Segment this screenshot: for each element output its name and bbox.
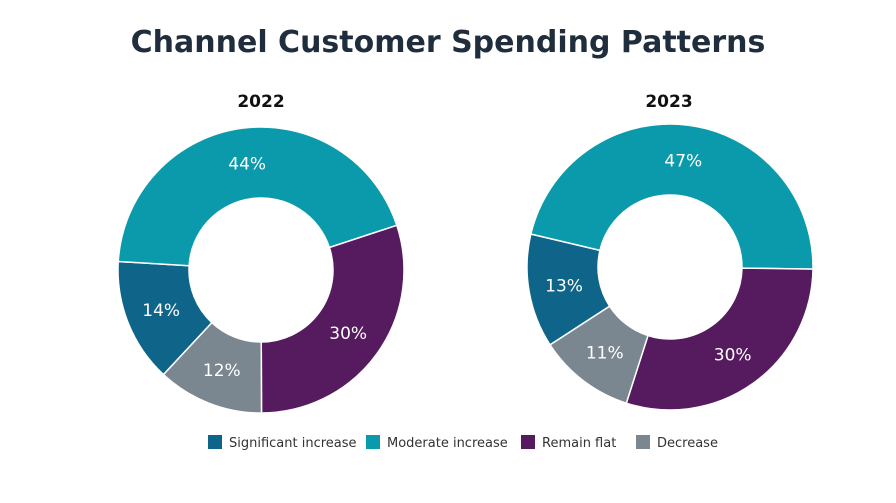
legend-swatch-significant-increase (208, 435, 222, 449)
legend-label-remain-flat: Remain flat (542, 436, 616, 451)
chart-title: Channel Customer Spending Patterns (131, 25, 766, 60)
slice-label-2023-moderate-increase: 47% (664, 151, 702, 171)
slice-label-2023-decrease: 11% (586, 343, 624, 363)
slice-label-2022-moderate-increase: 44% (228, 154, 266, 174)
year-label-2023: 2023 (645, 92, 692, 112)
slice-2022-remain-flat (260, 224, 405, 414)
legend-swatch-moderate-increase (366, 435, 380, 449)
legend-label-moderate-increase: Moderate increase (387, 436, 508, 451)
donut-2023: 2023 13% 47% 30% 11% (526, 92, 814, 411)
legend-swatch-remain-flat (521, 435, 535, 449)
slice-2023-decrease (549, 305, 649, 405)
slice-label-2022-decrease: 12% (203, 361, 241, 381)
slice-label-2022-significant-increase: 14% (142, 301, 180, 321)
slice-2022-decrease (162, 321, 263, 414)
slice-2022-moderate-increase (117, 126, 398, 267)
legend-label-significant-increase: Significant increase (229, 436, 357, 451)
slice-label-2023-remain-flat: 30% (714, 345, 752, 365)
slice-2023-remain-flat (625, 267, 814, 411)
legend-label-decrease: Decrease (657, 436, 718, 451)
legend: Significant increase Moderate increase R… (208, 435, 718, 451)
donut-2022: 2022 14% 44% 30% 12% (117, 92, 405, 414)
slice-label-2023-significant-increase: 13% (545, 276, 583, 296)
year-label-2022: 2022 (237, 92, 284, 112)
legend-swatch-decrease (636, 435, 650, 449)
slice-label-2022-remain-flat: 30% (329, 324, 367, 344)
slice-2023-moderate-increase (529, 123, 814, 270)
